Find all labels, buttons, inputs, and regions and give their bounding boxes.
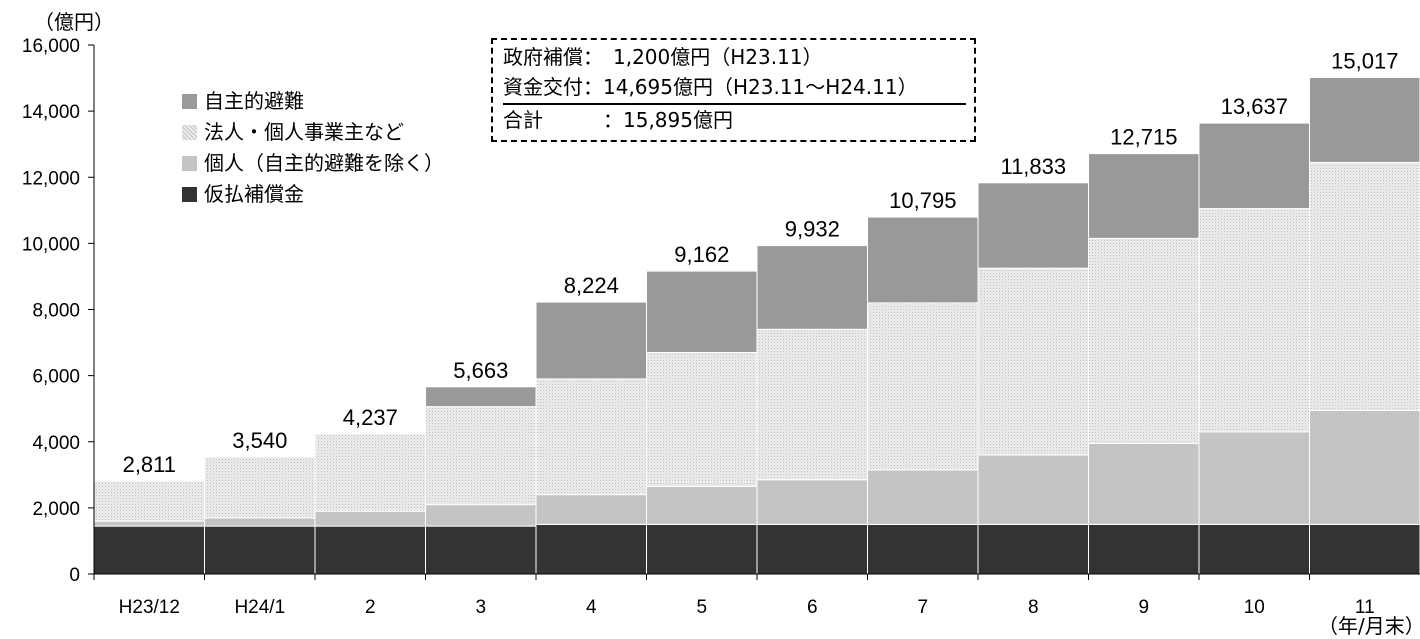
legend-label-voluntary: 自主的避難 — [204, 86, 304, 117]
bar-voluntary — [536, 302, 647, 379]
bar-provisional — [536, 524, 647, 574]
x-tick-label: 9 — [1139, 597, 1150, 618]
bar-total-label: 15,017 — [1331, 49, 1398, 74]
bar-provisional — [757, 524, 868, 574]
legend-swatch-individual — [182, 156, 197, 171]
bar-provisional — [94, 526, 205, 574]
bar-provisional — [1199, 524, 1310, 574]
bar-corporate — [315, 434, 426, 511]
bar-individual — [426, 505, 537, 526]
x-tick-label: 3 — [476, 597, 487, 618]
bar-provisional — [1089, 524, 1200, 574]
bar-total-label: 4,237 — [343, 405, 398, 430]
x-tick-label: 10 — [1244, 597, 1265, 618]
bar-provisional — [315, 526, 426, 574]
bar-total-label: 2,811 — [123, 452, 176, 477]
x-tick-label: 7 — [918, 597, 929, 618]
bar-provisional — [1310, 524, 1420, 574]
bar-corporate — [205, 457, 316, 518]
bar-total-label: 5,663 — [453, 358, 508, 383]
legend: 自主的避難 法人・個人事業主など 個人（自主的避難を除く） 仮払補償金 — [182, 86, 444, 210]
y-tick-label: 6,000 — [32, 367, 80, 388]
legend-label-provisional: 仮払補償金 — [204, 179, 304, 210]
info-line-fund-grant: 資金交付：14,695億円（H23.11～H24.11） — [503, 72, 966, 102]
info-line-total: 合計 ：15,895億円 — [503, 103, 966, 135]
y-axis-unit-label: （億円） — [34, 6, 114, 35]
bar-voluntary — [647, 271, 758, 352]
bar-voluntary — [868, 217, 979, 303]
legend-swatch-provisional — [182, 187, 197, 202]
bar-corporate — [757, 329, 868, 479]
bar-corporate — [536, 379, 647, 495]
bar-corporate — [1310, 162, 1420, 410]
bar-individual — [1310, 410, 1420, 524]
bar-provisional — [978, 524, 1089, 574]
x-tick-label: 6 — [807, 597, 818, 618]
bar-individual — [315, 511, 426, 526]
funding-info-box: 政府補償： 1,200億円（H23.11） 資金交付：14,695億円（H23.… — [491, 38, 976, 142]
y-tick-label: 4,000 — [32, 433, 80, 454]
bar-individual — [536, 495, 647, 525]
y-tick-label: 0 — [69, 565, 80, 586]
bar-total-label: 10,795 — [889, 188, 956, 213]
x-tick-label: 2 — [365, 597, 376, 618]
bar-individual — [1089, 443, 1200, 524]
bar-total-label: 8,224 — [564, 273, 619, 298]
info-line-government-compensation: 政府補償： 1,200億円（H23.11） — [503, 42, 966, 72]
bar-total-label: 3,540 — [232, 428, 287, 453]
bar-individual — [978, 455, 1089, 524]
legend-label-corporate: 法人・個人事業主など — [204, 117, 404, 148]
y-tick-label: 2,000 — [32, 499, 80, 520]
bar-voluntary — [426, 387, 537, 407]
bar-voluntary — [978, 183, 1089, 268]
bar-total-label: 9,932 — [785, 217, 840, 242]
bar-total-label: 11,833 — [1000, 154, 1066, 179]
bar-voluntary — [757, 246, 868, 330]
bar-total-label: 9,162 — [674, 242, 729, 267]
x-tick-label: 4 — [586, 597, 597, 618]
bar-provisional — [205, 526, 316, 574]
x-tick-label: 8 — [1028, 597, 1039, 618]
y-tick-label: 14,000 — [22, 102, 80, 123]
legend-item-individual: 個人（自主的避難を除く） — [182, 148, 444, 179]
y-tick-label: 8,000 — [32, 301, 80, 322]
bar-provisional — [426, 526, 537, 574]
bar-individual — [1199, 432, 1310, 525]
bar-total-label: 13,637 — [1221, 94, 1288, 119]
x-tick-label: H23/12 — [119, 597, 180, 618]
bar-voluntary — [1199, 123, 1310, 209]
bar-corporate — [1089, 238, 1200, 443]
bar-corporate — [868, 303, 979, 470]
bar-individual — [647, 486, 758, 524]
bar-corporate — [978, 268, 1089, 455]
legend-item-provisional: 仮払補償金 — [182, 179, 444, 210]
bar-individual — [94, 521, 205, 526]
bar-provisional — [647, 524, 758, 574]
bar-corporate — [94, 481, 205, 521]
x-axis-unit-label: （年/月末） — [1318, 610, 1420, 639]
bar-individual — [205, 518, 316, 526]
y-tick-label: 10,000 — [22, 234, 80, 255]
legend-swatch-corporate — [182, 125, 197, 140]
legend-item-corporate: 法人・個人事業主など — [182, 117, 444, 148]
legend-item-voluntary: 自主的避難 — [182, 86, 444, 117]
bar-corporate — [647, 353, 758, 487]
bar-total-label: 12,715 — [1110, 125, 1177, 150]
bar-voluntary — [1310, 78, 1420, 163]
y-tick-label: 12,000 — [22, 168, 80, 189]
bar-individual — [757, 480, 868, 525]
x-tick-label: H24/1 — [234, 597, 285, 618]
bar-provisional — [868, 524, 979, 574]
bar-corporate — [1199, 209, 1310, 432]
x-tick-label: 5 — [697, 597, 708, 618]
bar-corporate — [426, 407, 537, 505]
legend-label-individual: 個人（自主的避難を除く） — [204, 148, 444, 179]
y-tick-label: 16,000 — [22, 36, 80, 57]
legend-swatch-voluntary — [182, 94, 197, 109]
bar-voluntary — [1089, 154, 1200, 239]
bar-individual — [868, 470, 979, 525]
